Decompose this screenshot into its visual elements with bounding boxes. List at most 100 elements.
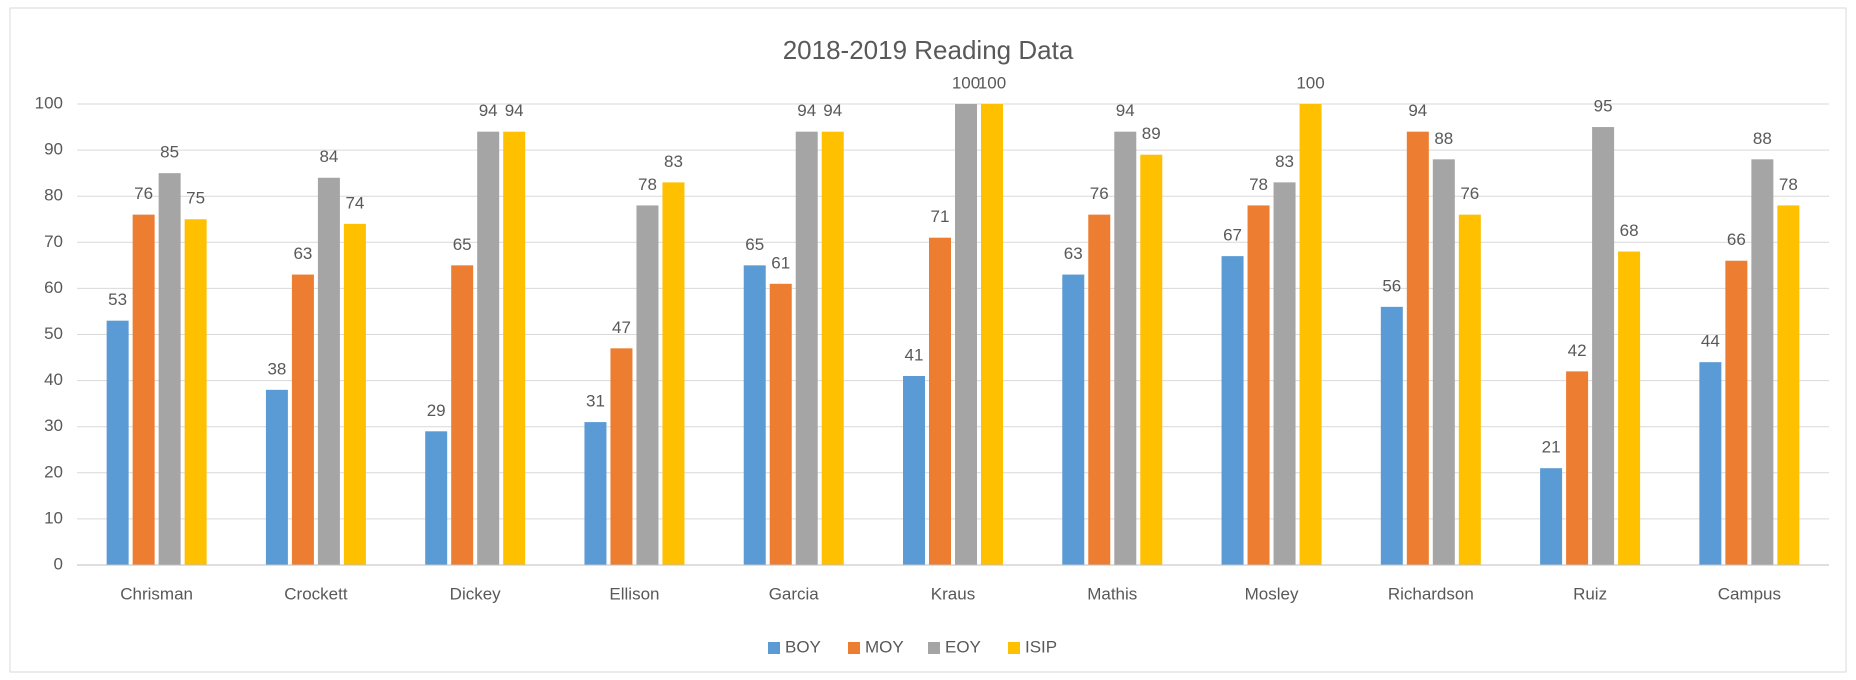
data-label: 100: [978, 73, 1006, 92]
data-label: 31: [586, 392, 605, 411]
data-label: 76: [1090, 184, 1109, 203]
y-tick-label: 0: [54, 554, 63, 573]
data-label: 94: [479, 101, 498, 120]
bar: [1114, 131, 1137, 565]
data-label: 78: [638, 175, 657, 194]
data-label: 83: [664, 152, 683, 171]
x-tick-label: Ellison: [609, 584, 659, 603]
bar: [1299, 104, 1322, 565]
bar: [1458, 214, 1481, 565]
x-tick-label: Mathis: [1087, 584, 1137, 603]
data-label: 63: [293, 244, 312, 263]
x-tick-label: Richardson: [1388, 584, 1474, 603]
data-label: 85: [160, 143, 179, 162]
bar: [955, 104, 977, 565]
bar: [929, 237, 951, 565]
x-tick-label: Kraus: [931, 584, 975, 603]
data-label: 94: [797, 101, 816, 120]
bar: [106, 320, 129, 565]
legend-swatch: [1008, 642, 1020, 654]
bar: [1751, 159, 1774, 565]
chart-title: 2018-2019 Reading Data: [783, 35, 1074, 65]
bar: [265, 389, 288, 565]
y-tick-label: 10: [44, 508, 63, 527]
x-tick-label: Garcia: [769, 584, 820, 603]
data-label: 76: [1460, 184, 1479, 203]
bar: [1618, 251, 1641, 565]
bar: [1247, 205, 1270, 566]
y-tick-label: 60: [44, 278, 63, 297]
bar: [1699, 362, 1722, 565]
bar: [903, 375, 925, 565]
data-label: 74: [345, 193, 364, 212]
bar: [584, 422, 607, 565]
bar: [610, 348, 633, 565]
bar: [291, 274, 314, 565]
y-tick-label: 90: [44, 140, 63, 159]
bar: [451, 265, 474, 565]
data-label: 94: [1408, 101, 1427, 120]
data-label: 100: [1296, 73, 1324, 92]
bar: [425, 431, 448, 565]
bar: [1140, 154, 1163, 565]
legend-label: MOY: [865, 637, 904, 656]
data-label: 44: [1701, 332, 1720, 351]
y-tick-label: 100: [35, 93, 63, 112]
bar: [795, 131, 818, 565]
bar: [1432, 159, 1455, 565]
bar: [132, 214, 155, 565]
bar: [743, 265, 766, 565]
legend-swatch: [768, 642, 780, 654]
data-label: 94: [505, 101, 524, 120]
data-label: 89: [1142, 124, 1161, 143]
legend-swatch: [848, 642, 860, 654]
y-tick-label: 80: [44, 186, 63, 205]
bar: [1380, 306, 1403, 565]
data-label: 42: [1568, 341, 1587, 360]
y-tick-label: 40: [44, 370, 63, 389]
data-label: 41: [905, 345, 924, 364]
data-label: 21: [1542, 438, 1561, 457]
bar: [158, 173, 181, 565]
bar: [1273, 182, 1296, 565]
data-label: 95: [1594, 97, 1613, 116]
data-label: 78: [1249, 175, 1268, 194]
legend-label: ISIP: [1025, 637, 1057, 656]
data-label: 76: [134, 184, 153, 203]
x-tick-label: Mosley: [1245, 584, 1299, 603]
data-label: 53: [108, 290, 127, 309]
data-label: 75: [186, 189, 205, 208]
bar: [184, 219, 207, 565]
data-label: 65: [453, 235, 472, 254]
data-label: 47: [612, 318, 631, 337]
y-tick-label: 50: [44, 324, 63, 343]
bar: [1725, 260, 1748, 565]
bar: [821, 131, 844, 565]
bar: [981, 104, 1003, 565]
bar: [1406, 131, 1429, 565]
bar: [503, 131, 526, 565]
bar: [769, 283, 792, 565]
data-label: 61: [771, 253, 790, 272]
bar: [1777, 205, 1800, 566]
bar: [477, 131, 500, 565]
data-label: 100: [952, 73, 980, 92]
x-tick-label: Ruiz: [1573, 584, 1607, 603]
data-label: 88: [1434, 129, 1453, 148]
x-tick-label: Dickey: [450, 584, 502, 603]
legend-swatch: [928, 642, 940, 654]
legend-label: EOY: [945, 637, 981, 656]
bar: [662, 182, 685, 565]
data-label: 67: [1223, 226, 1242, 245]
data-label: 68: [1620, 221, 1639, 240]
y-tick-label: 30: [44, 416, 63, 435]
bar: [636, 205, 659, 566]
chart-frame: [9, 7, 1847, 673]
bar: [343, 223, 366, 566]
data-label: 94: [1116, 101, 1135, 120]
bar: [1566, 371, 1589, 565]
x-tick-label: Chrisman: [120, 584, 193, 603]
x-tick-label: Campus: [1718, 584, 1781, 603]
data-label: 71: [931, 207, 950, 226]
